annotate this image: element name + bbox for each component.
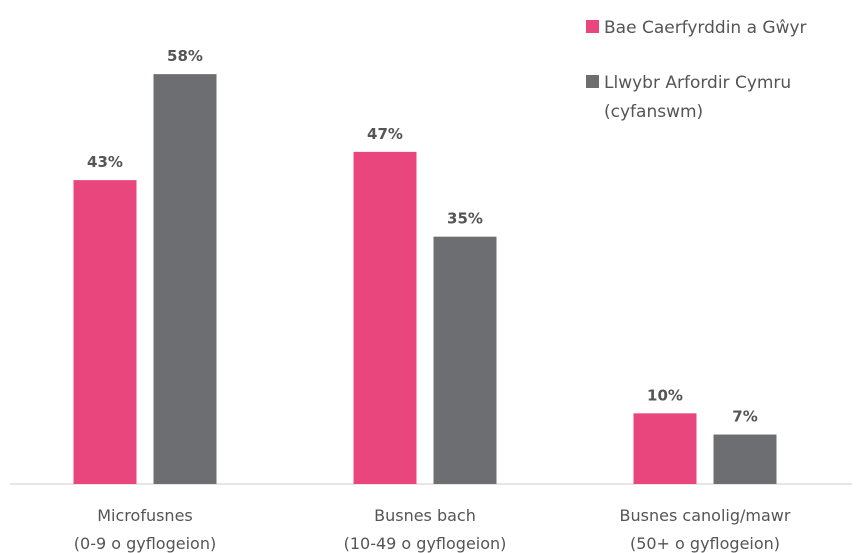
value-label: 58% <box>167 47 203 65</box>
value-label: 10% <box>647 386 683 404</box>
value-label: 47% <box>367 125 403 143</box>
value-label: 43% <box>87 153 123 171</box>
bar <box>153 74 217 484</box>
bar <box>433 236 497 484</box>
legend-swatch <box>586 75 599 88</box>
bar <box>633 413 697 484</box>
x-tick-label: (50+ o gyflogeion) <box>630 534 780 553</box>
value-label: 35% <box>447 210 483 228</box>
x-tick-label: (0-9 o gyflogeion) <box>74 534 216 553</box>
x-tick-label: Microfusnes <box>97 506 193 525</box>
x-tick-label: (10-49 o gyflogeion) <box>344 534 507 553</box>
legend-item: Bae Caerfyrddin a Gŵyr <box>586 14 846 43</box>
bar <box>353 151 417 484</box>
legend-label: Bae Caerfyrddin a Gŵyr <box>604 18 807 38</box>
bar <box>713 434 777 484</box>
legend-item: Llwybr Arfordir Cymru (cyfanswm) <box>586 69 846 127</box>
legend-label: Llwybr Arfordir Cymru (cyfanswm) <box>604 73 792 122</box>
x-tick-label: Busnes bach <box>374 506 476 525</box>
x-tick-label: Busnes canolig/mawr <box>620 506 791 525</box>
bar <box>73 180 137 484</box>
legend-swatch <box>586 20 599 33</box>
value-label: 7% <box>732 408 757 426</box>
legend: Bae Caerfyrddin a Gŵyr Llwybr Arfordir Cy… <box>586 14 846 153</box>
